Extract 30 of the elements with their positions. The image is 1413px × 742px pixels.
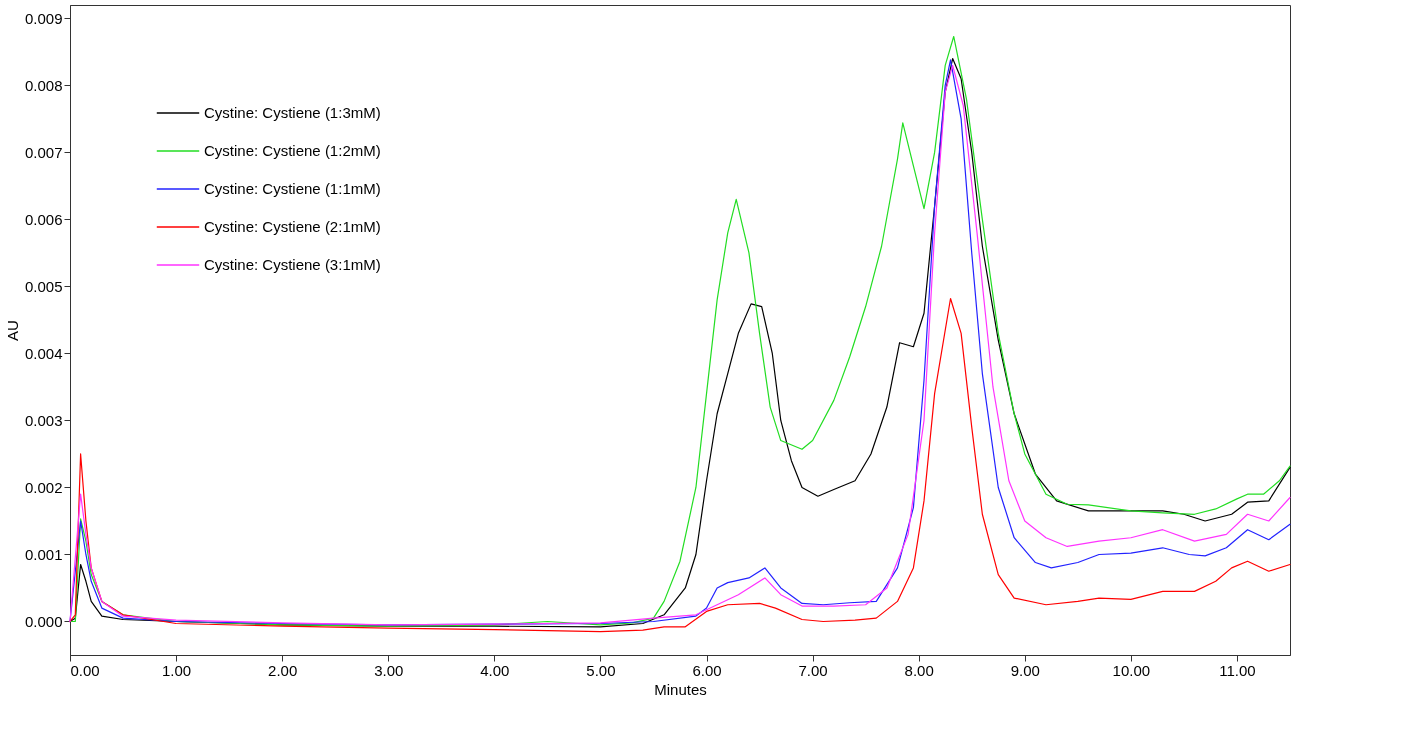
y-axis-title: AU (3, 320, 21, 341)
y-tick-label: 0.004 (24, 344, 63, 362)
legend-label: Cystine: Cystiene (1:3mM) (204, 104, 381, 121)
y-tick-label: 0.003 (24, 411, 63, 429)
x-tick-label: 7.00 (798, 661, 828, 679)
y-tick-label: 0.007 (24, 143, 63, 161)
y-tick-label: 0.005 (24, 277, 63, 295)
x-tick-label: 0.00 (70, 661, 100, 679)
x-tick-label: 3.00 (374, 661, 404, 679)
x-tick-label: 6.00 (692, 661, 722, 679)
y-tick-label: 0.002 (24, 478, 63, 496)
x-tick-label: 11.00 (1219, 661, 1256, 679)
legend-label: Cystine: Cystiene (1:2mM) (204, 142, 381, 159)
x-tick-label: 5.00 (586, 661, 616, 679)
y-tick-label: 0.000 (24, 612, 63, 630)
legend-label: Cystine: Cystiene (1:1mM) (204, 180, 381, 197)
y-tick-label: 0.008 (24, 76, 63, 94)
x-tick-label: 4.00 (480, 661, 510, 679)
x-tick-label: 2.00 (268, 661, 298, 679)
y-tick-label: 0.009 (24, 9, 63, 27)
x-tick-label: 8.00 (904, 661, 934, 679)
x-tick-label: 1.00 (161, 661, 192, 679)
legend-label: Cystine: Cystiene (2:1mM) (204, 218, 381, 235)
x-tick-label: 9.00 (1010, 661, 1040, 679)
x-axis-title: Minutes (654, 680, 707, 698)
line-series (69, 297, 1291, 633)
x-tick-label: 10.00 (1112, 661, 1151, 679)
legend-label: Cystine: Cystiene (3:1mM) (204, 256, 381, 273)
y-tick-label: 0.006 (24, 210, 63, 228)
y-tick-label: 0.001 (24, 545, 63, 563)
